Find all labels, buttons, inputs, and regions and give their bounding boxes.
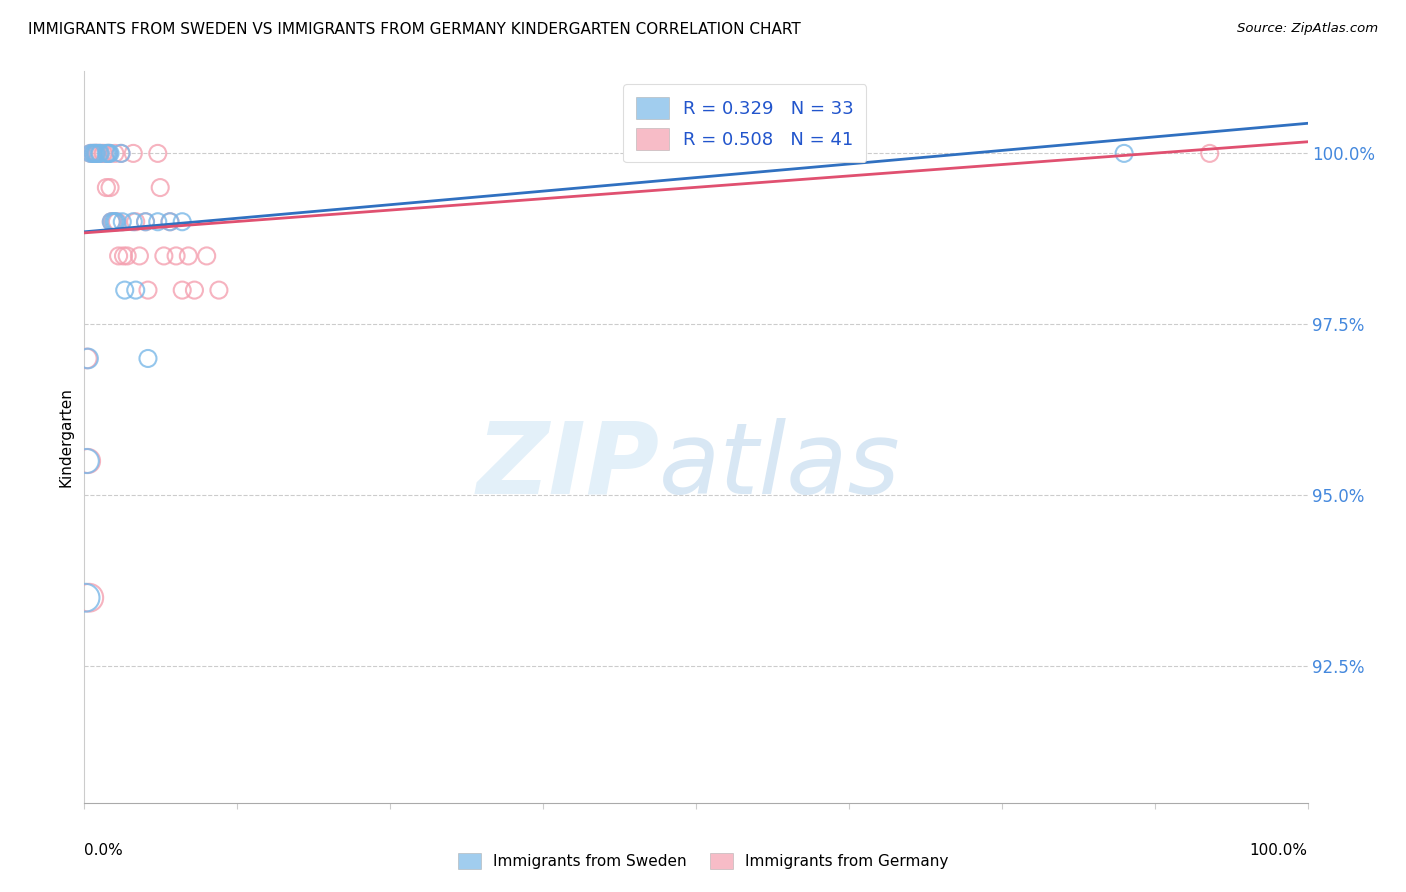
Point [77, 351, 100, 366]
Point [98, 146, 121, 161]
Point [146, 146, 169, 161]
Point [105, 215, 128, 229]
Point [183, 283, 205, 297]
Point [97, 146, 120, 161]
Point [100, 215, 122, 229]
Point [110, 146, 132, 161]
Point [110, 146, 132, 161]
Point [101, 215, 124, 229]
Point [165, 249, 187, 263]
Text: ZIP: ZIP [477, 417, 659, 515]
Point [77, 591, 100, 605]
Point [89, 146, 111, 161]
Point [159, 215, 181, 229]
Legend: R = 0.329   N = 33, R = 0.508   N = 41: R = 0.329 N = 33, R = 0.508 N = 41 [623, 84, 866, 162]
Point [1198, 146, 1220, 161]
Point [87, 146, 110, 161]
Point [84, 146, 107, 161]
Point [172, 215, 194, 229]
Point [122, 215, 145, 229]
Point [79, 146, 101, 161]
Point [105, 215, 128, 229]
Point [86, 146, 108, 161]
Point [111, 215, 134, 229]
Point [75, 591, 97, 605]
Point [96, 180, 118, 194]
Point [103, 215, 125, 229]
Point [84, 146, 107, 161]
Point [159, 215, 181, 229]
Point [125, 283, 148, 297]
Point [177, 249, 200, 263]
Point [149, 180, 172, 194]
Point [86, 146, 108, 161]
Text: IMMIGRANTS FROM SWEDEN VS IMMIGRANTS FROM GERMANY KINDERGARTEN CORRELATION CHART: IMMIGRANTS FROM SWEDEN VS IMMIGRANTS FRO… [28, 22, 801, 37]
Point [82, 146, 104, 161]
Legend: Immigrants from Sweden, Immigrants from Germany: Immigrants from Sweden, Immigrants from … [451, 847, 955, 875]
Point [758, 146, 780, 161]
Point [146, 215, 169, 229]
Point [136, 283, 159, 297]
Point [98, 180, 121, 194]
Text: Source: ZipAtlas.com: Source: ZipAtlas.com [1237, 22, 1378, 36]
Point [91, 146, 114, 161]
Point [122, 146, 145, 161]
Point [89, 146, 111, 161]
Point [82, 146, 104, 161]
Point [135, 215, 157, 229]
Text: atlas: atlas [659, 417, 901, 515]
Point [128, 249, 150, 263]
Point [97, 146, 120, 161]
Point [153, 249, 176, 263]
Point [100, 215, 122, 229]
Point [97, 146, 120, 161]
Point [114, 283, 136, 297]
Point [125, 215, 148, 229]
Point [104, 146, 127, 161]
Point [87, 146, 110, 161]
Point [208, 283, 231, 297]
Point [76, 454, 98, 468]
Point [135, 215, 157, 229]
Point [770, 146, 793, 161]
Y-axis label: Kindergarten: Kindergarten [58, 387, 73, 487]
Point [77, 454, 100, 468]
Point [136, 351, 159, 366]
Point [93, 146, 115, 161]
Point [79, 146, 101, 161]
Text: 100.0%: 100.0% [1250, 843, 1308, 858]
Point [195, 249, 218, 263]
Point [115, 249, 138, 263]
Point [83, 146, 105, 161]
Point [1114, 146, 1136, 161]
Point [76, 351, 98, 366]
Point [96, 146, 118, 161]
Point [107, 249, 129, 263]
Point [112, 249, 135, 263]
Text: 0.0%: 0.0% [84, 843, 124, 858]
Point [104, 215, 127, 229]
Point [172, 283, 194, 297]
